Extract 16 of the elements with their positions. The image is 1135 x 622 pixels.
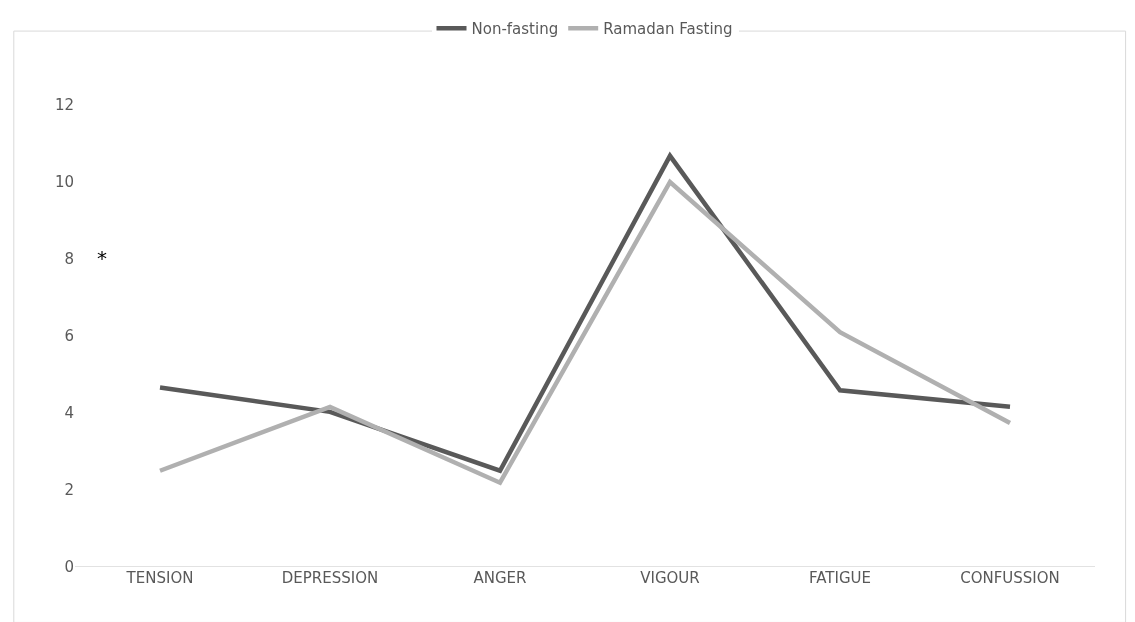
y-tick-label: 2 [64,481,74,500]
x-tick-label: FATIGUE [808,569,872,587]
legend-label: Non-fasting [471,20,559,39]
x-tick-label: DEPRESSION [281,569,379,587]
x-tick-label: ANGER [473,569,527,587]
y-tick-label: 8 [64,250,74,269]
y-tick-label: 0 [64,558,74,577]
x-tick-label: VIGOUR [640,569,700,587]
y-tick-label: 12 [54,96,74,115]
legend-label: Ramadan Fasting [603,20,733,39]
y-tick-label: 10 [54,173,74,192]
y-tick-label: 6 [64,327,74,346]
x-tick-label: CONFUSSION [960,569,1060,587]
annotation: * [97,246,107,270]
y-tick-label: 4 [64,404,74,423]
x-tick-label: TENSION [125,569,194,587]
